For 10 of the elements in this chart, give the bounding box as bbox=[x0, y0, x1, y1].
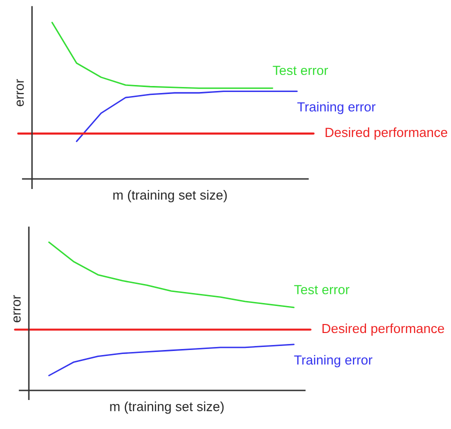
series-label: Training error bbox=[297, 102, 376, 114]
ref-line-label: Desired performance bbox=[322, 323, 444, 336]
ref-line-label: Desired performance bbox=[326, 127, 448, 140]
x-axis-title: m (training set size) bbox=[110, 402, 224, 414]
series-label: Test error bbox=[272, 66, 328, 76]
series-label: Training error bbox=[294, 354, 372, 368]
series-label: Test error bbox=[294, 285, 350, 294]
y-axis-title: error bbox=[16, 79, 24, 106]
x-axis-title: m (training set size) bbox=[113, 190, 227, 202]
y-axis-title: error bbox=[13, 295, 21, 322]
